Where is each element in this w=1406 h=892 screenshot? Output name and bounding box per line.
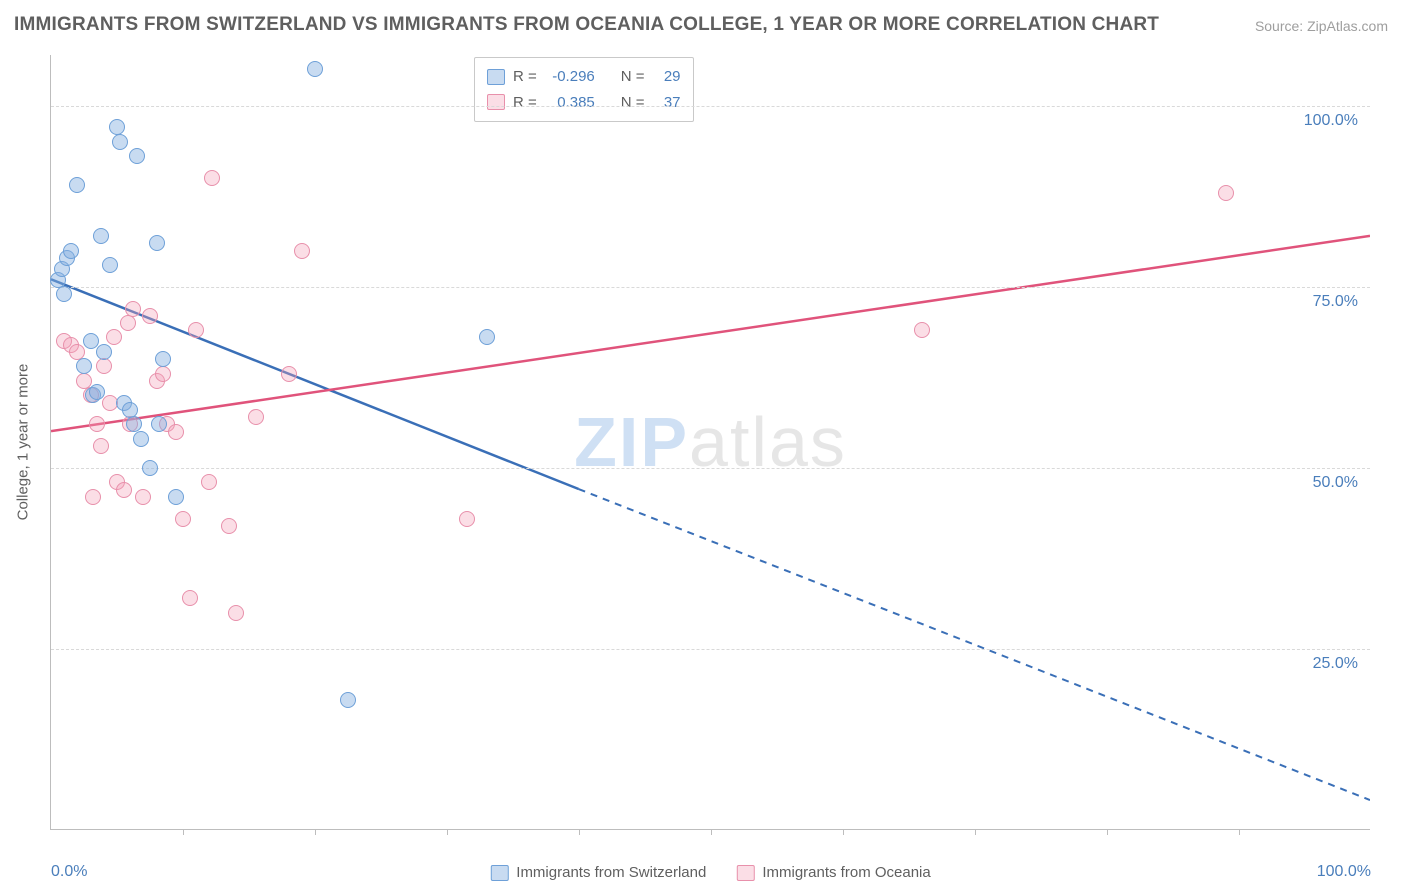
- y-tick-label: 75.0%: [1313, 293, 1358, 311]
- scatter-point: [168, 424, 184, 440]
- x-tick-label: 0.0%: [51, 863, 87, 881]
- scatter-point: [168, 489, 184, 505]
- legend-n-value: 37: [653, 90, 681, 116]
- scatter-point: [109, 119, 125, 135]
- x-tick-mark: [1239, 829, 1240, 835]
- trend-line: [51, 236, 1370, 431]
- legend-r-value: -0.296: [545, 64, 595, 90]
- scatter-point: [112, 134, 128, 150]
- legend-r-label: R =: [513, 64, 537, 90]
- legend-swatch: [490, 865, 508, 881]
- scatter-point: [459, 511, 475, 527]
- scatter-point: [142, 460, 158, 476]
- scatter-point: [182, 590, 198, 606]
- scatter-point: [155, 366, 171, 382]
- source-attribution: Source: ZipAtlas.com: [1255, 18, 1388, 34]
- gridline-h: [51, 468, 1370, 469]
- scatter-point: [204, 170, 220, 186]
- scatter-point: [248, 409, 264, 425]
- scatter-point: [63, 243, 79, 259]
- source-link[interactable]: ZipAtlas.com: [1307, 18, 1388, 34]
- scatter-point: [102, 257, 118, 273]
- scatter-point: [155, 351, 171, 367]
- legend-swatch: [736, 865, 754, 881]
- scatter-point: [175, 511, 191, 527]
- source-prefix: Source:: [1255, 18, 1307, 34]
- scatter-point: [76, 358, 92, 374]
- x-tick-mark: [975, 829, 976, 835]
- y-tick-label: 50.0%: [1313, 474, 1358, 492]
- scatter-point: [93, 228, 109, 244]
- scatter-point: [221, 518, 237, 534]
- x-tick-mark: [315, 829, 316, 835]
- trend-line-dashed: [579, 489, 1370, 800]
- watermark-atlas: atlas: [689, 403, 847, 481]
- legend-series-name: Immigrants from Switzerland: [516, 864, 706, 881]
- legend-stat-row: R = 0.385 N = 37: [487, 90, 681, 116]
- legend-series-name: Immigrants from Oceania: [762, 864, 930, 881]
- legend-n-value: 29: [653, 64, 681, 90]
- legend-stats-box: R = -0.296 N = 29 R = 0.385 N = 37: [474, 57, 694, 122]
- scatter-point: [89, 416, 105, 432]
- scatter-point: [93, 438, 109, 454]
- gridline-h: [51, 106, 1370, 107]
- scatter-point: [106, 329, 122, 345]
- scatter-point: [122, 402, 138, 418]
- gridline-h: [51, 287, 1370, 288]
- legend-n-label: N =: [621, 90, 645, 116]
- watermark-zip: ZIP: [574, 403, 689, 481]
- legend-item: Immigrants from Switzerland: [490, 864, 706, 881]
- scatter-point: [149, 235, 165, 251]
- scatter-point: [151, 416, 167, 432]
- x-tick-mark: [1107, 829, 1108, 835]
- legend-r-label: R =: [513, 90, 537, 116]
- trend-lines-layer: [51, 55, 1370, 829]
- scatter-point: [135, 489, 151, 505]
- scatter-point: [1218, 185, 1234, 201]
- scatter-point: [96, 344, 112, 360]
- y-axis-label: College, 1 year or more: [15, 364, 32, 521]
- scatter-point: [294, 243, 310, 259]
- scatter-point: [133, 431, 149, 447]
- y-tick-label: 25.0%: [1313, 655, 1358, 673]
- legend-bottom: Immigrants from Switzerland Immigrants fr…: [490, 864, 930, 881]
- legend-stat-row: R = -0.296 N = 29: [487, 64, 681, 90]
- x-tick-label: 100.0%: [1317, 863, 1371, 881]
- scatter-point: [340, 692, 356, 708]
- scatter-point: [96, 358, 112, 374]
- scatter-point: [188, 322, 204, 338]
- scatter-point: [479, 329, 495, 345]
- scatter-point: [228, 605, 244, 621]
- scatter-point: [281, 366, 297, 382]
- legend-swatch: [487, 94, 505, 110]
- scatter-point: [129, 148, 145, 164]
- scatter-point: [56, 286, 72, 302]
- scatter-point: [120, 315, 136, 331]
- y-tick-label: 100.0%: [1304, 112, 1358, 130]
- legend-r-value: 0.385: [545, 90, 595, 116]
- watermark: ZIPatlas: [574, 402, 847, 482]
- plot-area: College, 1 year or more ZIPatlas R =-0.2…: [50, 55, 1370, 830]
- x-tick-mark: [183, 829, 184, 835]
- scatter-point: [69, 177, 85, 193]
- x-tick-mark: [843, 829, 844, 835]
- chart-title: IMMIGRANTS FROM SWITZERLAND VS IMMIGRANT…: [14, 14, 1159, 36]
- scatter-point: [201, 474, 217, 490]
- legend-item: Immigrants from Oceania: [736, 864, 930, 881]
- scatter-point: [307, 61, 323, 77]
- legend-swatch: [487, 69, 505, 85]
- x-tick-mark: [447, 829, 448, 835]
- scatter-point: [142, 308, 158, 324]
- scatter-point: [85, 489, 101, 505]
- scatter-point: [914, 322, 930, 338]
- x-tick-mark: [579, 829, 580, 835]
- scatter-point: [89, 384, 105, 400]
- x-tick-mark: [711, 829, 712, 835]
- scatter-point: [125, 301, 141, 317]
- gridline-h: [51, 649, 1370, 650]
- scatter-point: [116, 482, 132, 498]
- legend-n-label: N =: [621, 64, 645, 90]
